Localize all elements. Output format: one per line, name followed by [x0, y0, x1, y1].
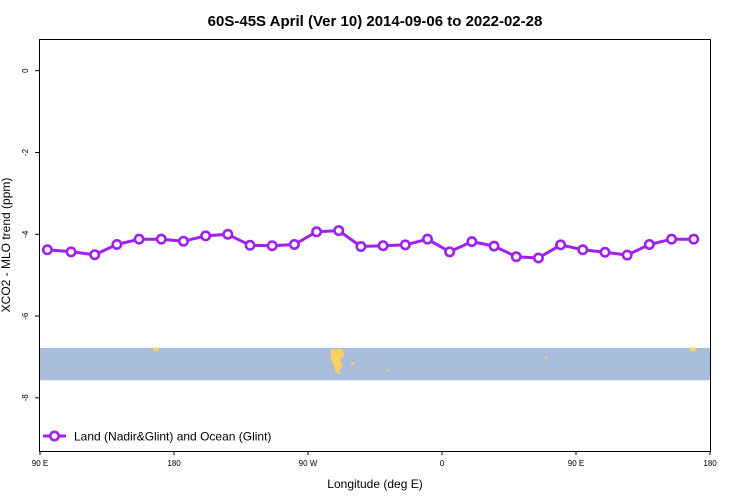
data-point [222, 228, 234, 240]
data-point [41, 244, 53, 256]
x-tick-label: 0 [440, 459, 445, 468]
x-tick-label: 90 E [32, 459, 48, 468]
data-point [577, 244, 589, 256]
y-tick-label: 0 [21, 68, 30, 73]
x-tick-label: 90 W [299, 459, 318, 468]
data-point [532, 252, 544, 264]
data-point [422, 233, 434, 245]
legend-marker-swatch [48, 430, 60, 442]
y-tick-label: -6 [21, 312, 30, 320]
land-falklands [350, 362, 356, 365]
land-island [689, 347, 697, 352]
data-point [333, 225, 345, 237]
data-point [555, 239, 567, 251]
data-point [688, 233, 700, 245]
x-tick-label: 180 [167, 459, 181, 468]
data-point [666, 233, 678, 245]
y-tick-label: -4 [21, 230, 30, 238]
land-patagonia-north [331, 349, 343, 359]
data-point [266, 240, 278, 252]
data-point [643, 238, 655, 250]
series-line [47, 229, 694, 260]
data-point [377, 240, 389, 252]
data-point [444, 246, 456, 258]
y-tick-label: -2 [21, 148, 30, 156]
data-point [311, 226, 323, 238]
data-point [111, 238, 123, 250]
data-point [466, 236, 478, 248]
data-point [288, 238, 300, 250]
ocean-band [40, 347, 710, 381]
y-tick-label: -8 [21, 394, 30, 402]
data-point [510, 251, 522, 263]
series-layer [41, 225, 700, 264]
map-strip [40, 347, 710, 381]
x-axis-label: Longitude (deg E) [327, 477, 422, 491]
land-shapes [153, 347, 697, 374]
data-point [133, 233, 145, 245]
y-axis: 0 -2 -4 -6 -8 [21, 68, 40, 402]
y-axis-label: XCO2 - MLO trend (ppm) [0, 178, 13, 313]
data-point [155, 233, 167, 245]
data-point [244, 239, 256, 251]
data-point [89, 249, 101, 261]
land-island [153, 347, 159, 352]
legend-label: Land (Nadir&Glint) and Ocean (Glint) [74, 430, 271, 444]
data-point [621, 249, 633, 261]
data-point [355, 241, 367, 253]
data-point [599, 246, 611, 258]
data-point [399, 239, 411, 251]
data-point [65, 246, 77, 258]
x-tick-label: 90 E [568, 459, 584, 468]
x-axis: 90 E 180 90 W 0 90 E 180 [32, 451, 717, 468]
plot-frame [39, 39, 711, 452]
land-islet [386, 369, 390, 372]
chart-title: 60S-45S April (Ver 10) 2014-09-06 to 202… [208, 13, 543, 30]
data-point [177, 235, 189, 247]
data-point [200, 230, 212, 242]
x-tick-label: 180 [703, 459, 717, 468]
land-islet [544, 356, 548, 359]
legend: Land (Nadir&Glint) and Ocean (Glint) [43, 430, 271, 444]
data-point [488, 240, 500, 252]
